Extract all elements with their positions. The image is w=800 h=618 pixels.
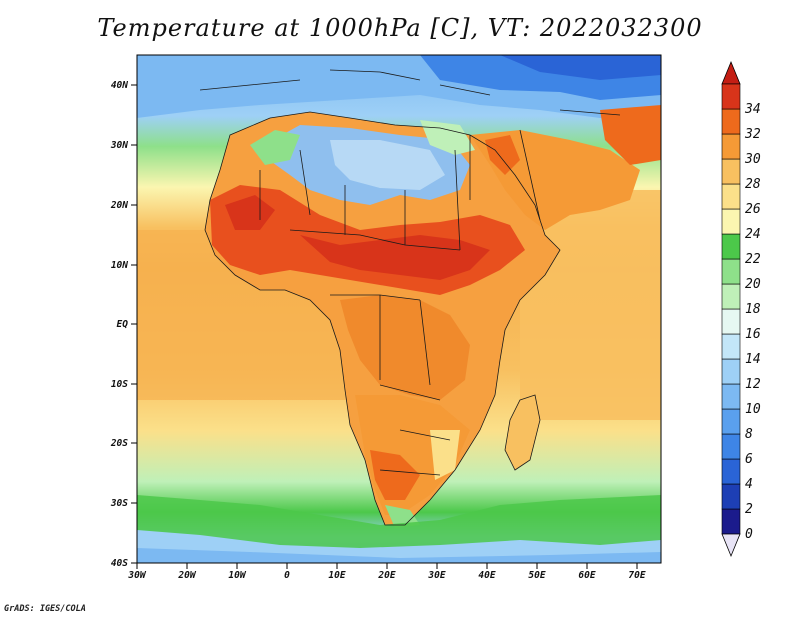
lat-axis: 40N 30N 20N 10N EQ 10S 20S 30S 40S [110, 80, 137, 569]
colorbar-label: 18 [745, 302, 761, 317]
map-field [137, 55, 661, 563]
colorbar-swatch [721, 333, 741, 360]
colorbar-swatch [721, 408, 741, 435]
colorbar-label: 34 [744, 102, 761, 117]
lon-label: 60E [578, 570, 595, 581]
map-title: Temperature at 1000hPa [C], VT: 20220323… [97, 14, 703, 42]
lat-label: 30N [110, 140, 128, 151]
lon-axis: 30W 20W 10W 0 10E 20E 30E 40E 50E 60E 70… [127, 563, 646, 581]
lon-label: 20E [377, 570, 395, 581]
colorbar-swatch [721, 358, 741, 385]
colorbar-label: 14 [745, 352, 761, 367]
credit-text: GrADS: IGES/COLA [4, 604, 86, 614]
colorbar-swatch [721, 208, 741, 235]
lat-label: 40S [111, 558, 128, 569]
colorbar-swatch [721, 508, 741, 535]
lat-label: 20N [110, 200, 128, 211]
colorbar-swatch [721, 108, 741, 135]
colorbar-label: 16 [745, 327, 761, 342]
colorbar-swatch [721, 83, 741, 110]
colorbar-label: 28 [745, 177, 761, 192]
plot-frame [136, 54, 662, 564]
lon-label: 40E [478, 570, 495, 581]
colorbar-label: 6 [745, 452, 753, 467]
lat-label: 20S [110, 438, 128, 449]
colorbar-max-triangle [721, 60, 741, 85]
colorbar-min-triangle [721, 533, 741, 558]
colorbar-label: 20 [745, 277, 761, 292]
colorbar-swatch [721, 433, 741, 460]
lon-label: 30W [127, 570, 146, 581]
colorbar-label: 26 [745, 202, 761, 217]
colorbar-swatch [721, 158, 741, 185]
colorbar-swatch [721, 458, 741, 485]
madagascar [505, 395, 540, 470]
lon-label: 50E [528, 570, 545, 581]
colorbar-label: 24 [745, 227, 761, 242]
lon-label: 0 [284, 570, 290, 581]
lon-label: 30E [427, 570, 445, 581]
lon-label: 20W [177, 570, 196, 581]
colorbar-label: 32 [744, 127, 761, 142]
lat-label: 10S [111, 379, 128, 390]
colorbar-label: 12 [745, 377, 761, 392]
lat-label: 10N [111, 260, 128, 271]
colorbar-label: 8 [745, 427, 753, 442]
colorbar-swatch [721, 258, 741, 285]
lon-label: 70E [628, 570, 645, 581]
lat-label: 30S [110, 498, 128, 509]
colorbar-label: 4 [745, 477, 753, 492]
colorbar-swatch [721, 283, 741, 310]
colorbar-label: 0 [745, 527, 753, 542]
colorbar-swatch [721, 233, 741, 260]
colorbar-label: 10 [745, 402, 761, 417]
colorbar-label: 2 [745, 502, 753, 517]
colorbar-swatch [721, 383, 741, 410]
colorbar-swatch [721, 308, 741, 335]
colorbar-swatch [721, 483, 741, 510]
colorbar-label: 30 [744, 152, 761, 167]
colorbar-label: 22 [745, 252, 761, 267]
colorbar-swatch [721, 133, 741, 160]
lat-label: EQ [117, 319, 129, 330]
lat-label: 40N [111, 80, 128, 91]
lon-label: 10W [228, 570, 246, 581]
colorbar-swatch [721, 183, 741, 210]
lon-label: 10E [328, 570, 345, 581]
